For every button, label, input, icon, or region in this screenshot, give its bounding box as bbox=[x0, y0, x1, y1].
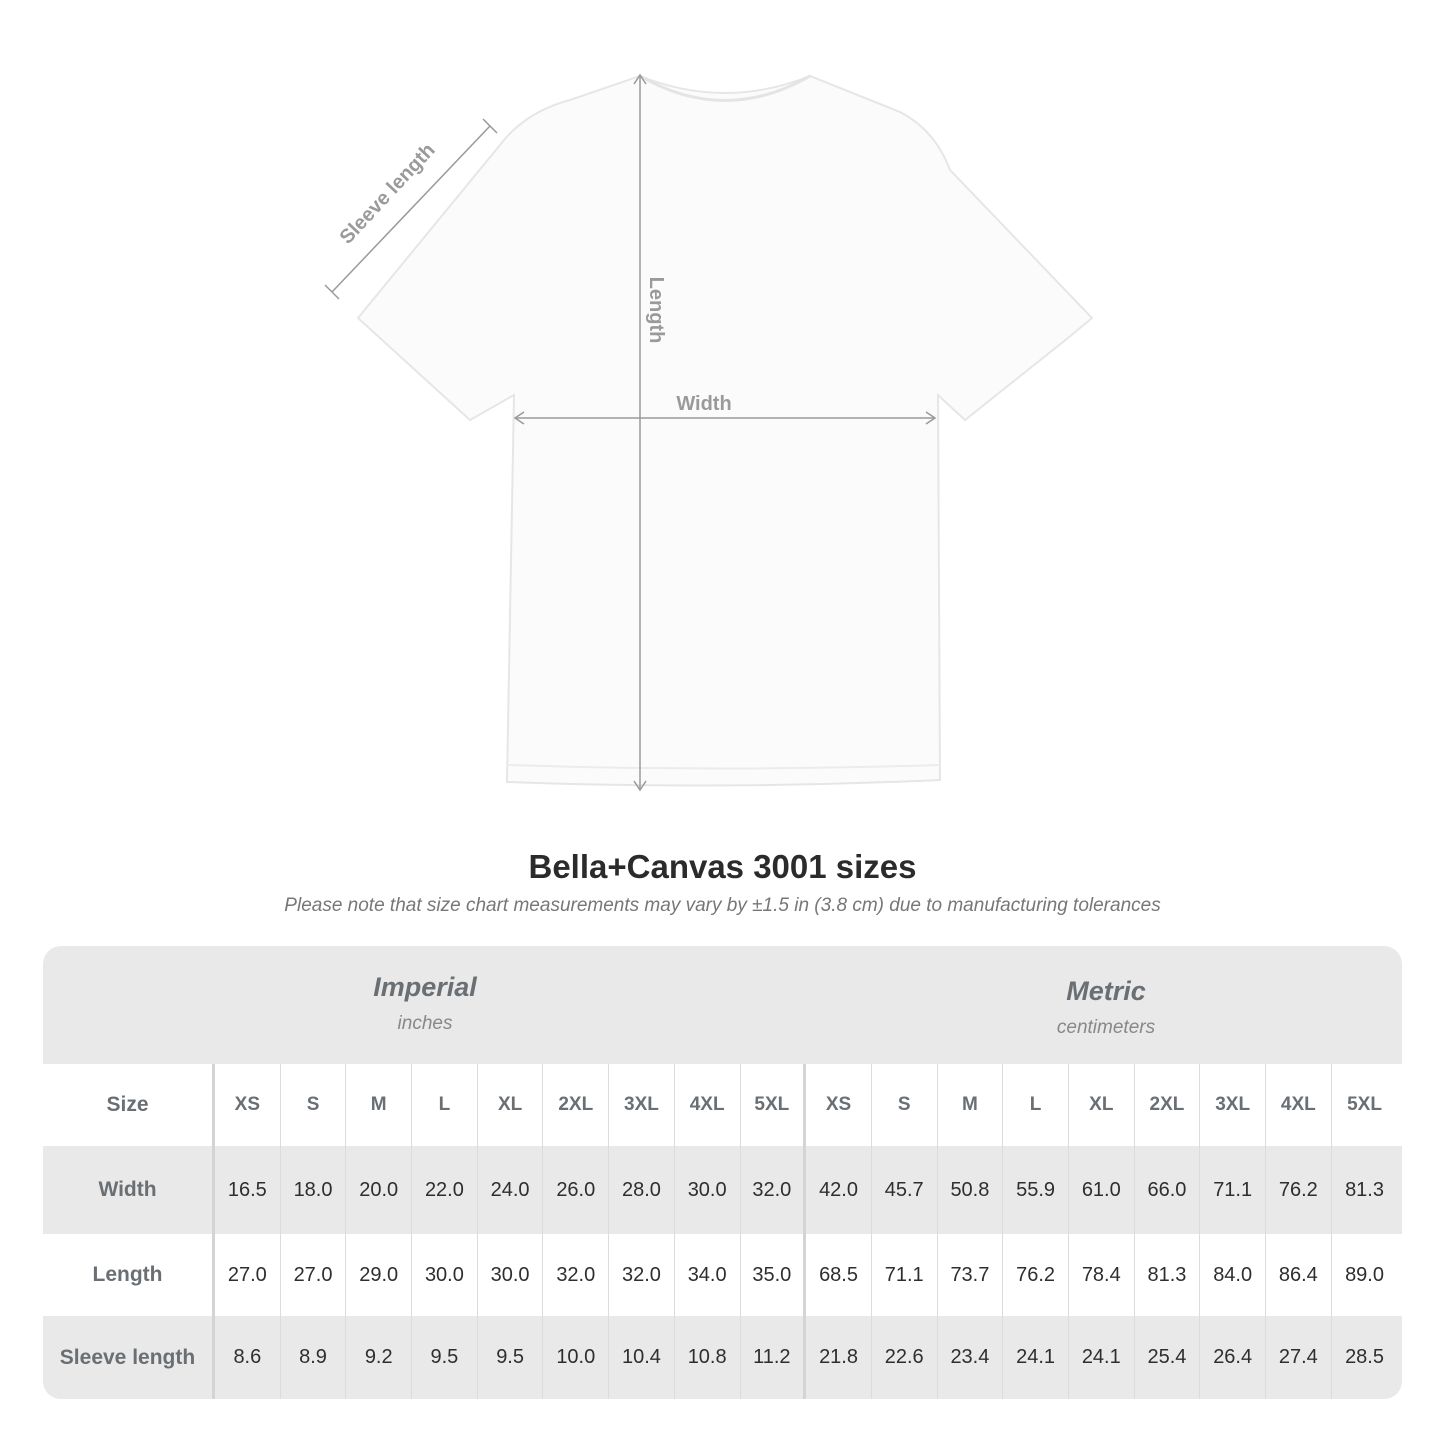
table-row: Length 27.0 27.0 29.0 30.0 30.0 32.0 32.0 34.0 35… bbox=[43, 1234, 1402, 1316]
hem bbox=[506, 764, 941, 770]
sleeve-label: Sleeve length bbox=[336, 139, 440, 248]
metric-value: 68.5 bbox=[806, 1234, 872, 1316]
imperial-unit: inches bbox=[397, 1013, 453, 1034]
metric-value: 21.8 bbox=[806, 1316, 872, 1399]
size-header: S bbox=[872, 1064, 938, 1146]
chart-title: Bella+Canvas 3001 sizes bbox=[528, 848, 917, 885]
tshirt-diagram: Sleeve length Length Width bbox=[324, 73, 1094, 792]
size-header: XS bbox=[806, 1064, 872, 1146]
size-header: XL bbox=[478, 1064, 544, 1146]
imperial-value: 32.0 bbox=[741, 1146, 807, 1234]
metric-value: 25.4 bbox=[1135, 1316, 1201, 1399]
size-header: 4XL bbox=[675, 1064, 741, 1146]
size-header: 5XL bbox=[741, 1064, 807, 1146]
sleeve-measure-line bbox=[331, 125, 491, 293]
size-header: 2XL bbox=[543, 1064, 610, 1146]
size-label: Size bbox=[43, 1064, 215, 1146]
imperial-value: 30.0 bbox=[478, 1234, 544, 1316]
metric-value: 73.7 bbox=[938, 1234, 1004, 1316]
size-header: 3XL bbox=[609, 1064, 675, 1146]
size-header: 4XL bbox=[1266, 1064, 1332, 1146]
imperial-value: 30.0 bbox=[675, 1146, 741, 1234]
imperial-title: Imperial bbox=[373, 972, 477, 1002]
table-row: Width 16.5 18.0 20.0 22.0 24.0 26.0 28.0 30.0 32.… bbox=[43, 1146, 1402, 1234]
metric-value: 45.7 bbox=[872, 1146, 938, 1234]
metric-value: 66.0 bbox=[1135, 1146, 1201, 1234]
metric-value: 55.9 bbox=[1003, 1146, 1069, 1234]
metric-value: 50.8 bbox=[938, 1146, 1004, 1234]
tshirt-shape bbox=[356, 74, 1094, 787]
size-header: 2XL bbox=[1135, 1064, 1201, 1146]
metric-value: 76.2 bbox=[1003, 1234, 1069, 1316]
imperial-value: 9.2 bbox=[346, 1316, 413, 1399]
length-label: Length bbox=[645, 277, 667, 344]
imperial-value: 9.5 bbox=[478, 1316, 544, 1399]
metric-unit: centimeters bbox=[1056, 1017, 1156, 1038]
metric-value: 23.4 bbox=[938, 1316, 1004, 1399]
imperial-value: 11.2 bbox=[741, 1316, 807, 1399]
metric-value: 89.0 bbox=[1345, 1263, 1384, 1286]
imperial-value: 10.0 bbox=[543, 1316, 610, 1399]
metric-value: 81.3 bbox=[1345, 1178, 1384, 1201]
width-label: Width bbox=[676, 393, 731, 415]
size-header: 5XL bbox=[1347, 1094, 1382, 1115]
imperial-value: 16.5 bbox=[215, 1146, 281, 1234]
size-header: M bbox=[346, 1064, 413, 1146]
imperial-value: 9.5 bbox=[412, 1316, 478, 1399]
imperial-value: 20.0 bbox=[346, 1146, 413, 1234]
metric-value: 26.4 bbox=[1200, 1316, 1266, 1399]
metric-value: 71.1 bbox=[1200, 1146, 1266, 1234]
imperial-value: 27.0 bbox=[215, 1234, 281, 1316]
size-header-row: Size XS S M L XL 2XL 3XL 4XL 5XL XS S M L XL 2XL 3XL 4XL 5… bbox=[43, 1064, 1402, 1146]
metric-value: 71.1 bbox=[872, 1234, 938, 1316]
imperial-value: 32.0 bbox=[543, 1234, 610, 1316]
metric-value: 27.4 bbox=[1266, 1316, 1332, 1399]
imperial-value: 26.0 bbox=[543, 1146, 610, 1234]
size-table: Imperial inches Metric centimeters Size X… bbox=[43, 946, 1402, 1399]
size-header: XS bbox=[215, 1064, 281, 1146]
imperial-value: 10.8 bbox=[675, 1316, 741, 1399]
imperial-value: 29.0 bbox=[346, 1234, 413, 1316]
collar bbox=[639, 74, 811, 102]
size-header: 3XL bbox=[1200, 1064, 1266, 1146]
size-header: S bbox=[281, 1064, 347, 1146]
row-label: Width bbox=[43, 1146, 215, 1234]
table-row: Sleeve length 8.6 8.9 9.2 9.5 9.5 10.0 10.4 10.8… bbox=[43, 1316, 1402, 1399]
metric-value: 76.2 bbox=[1266, 1146, 1332, 1234]
size-header: XL bbox=[1069, 1064, 1135, 1146]
imperial-value: 10.4 bbox=[609, 1316, 675, 1399]
imperial-value: 8.6 bbox=[215, 1316, 281, 1399]
imperial-value: 28.0 bbox=[609, 1146, 675, 1234]
metric-value: 24.1 bbox=[1069, 1316, 1135, 1399]
imperial-value: 27.0 bbox=[281, 1234, 347, 1316]
imperial-value: 34.0 bbox=[675, 1234, 741, 1316]
imperial-value: 30.0 bbox=[412, 1234, 478, 1316]
metric-value: 61.0 bbox=[1069, 1146, 1135, 1234]
row-label: Sleeve length bbox=[43, 1316, 215, 1399]
imperial-value: 32.0 bbox=[609, 1234, 675, 1316]
imperial-value: 24.0 bbox=[478, 1146, 544, 1234]
metric-value: 78.4 bbox=[1069, 1234, 1135, 1316]
chart-subtitle: Please note that size chart measurements… bbox=[284, 895, 1161, 916]
metric-header: Metric centimeters bbox=[810, 946, 1402, 1094]
size-header: L bbox=[1003, 1064, 1069, 1146]
imperial-value: 18.0 bbox=[281, 1146, 347, 1234]
imperial-value: 8.9 bbox=[281, 1316, 347, 1399]
metric-value: 24.1 bbox=[1003, 1316, 1069, 1399]
metric-value: 81.3 bbox=[1135, 1234, 1201, 1316]
imperial-value: 22.0 bbox=[412, 1146, 478, 1234]
imperial-header: Imperial inches bbox=[215, 946, 635, 1090]
row-label: Length bbox=[43, 1234, 215, 1316]
imperial-value: 35.0 bbox=[741, 1234, 807, 1316]
metric-value: 42.0 bbox=[806, 1146, 872, 1234]
size-header: M bbox=[938, 1064, 1004, 1146]
metric-value: 86.4 bbox=[1266, 1234, 1332, 1316]
metric-value: 22.6 bbox=[872, 1316, 938, 1399]
size-header: L bbox=[412, 1064, 478, 1146]
metric-value: 28.5 bbox=[1345, 1346, 1384, 1368]
metric-title: Metric bbox=[1066, 976, 1146, 1006]
metric-value: 84.0 bbox=[1200, 1234, 1266, 1316]
